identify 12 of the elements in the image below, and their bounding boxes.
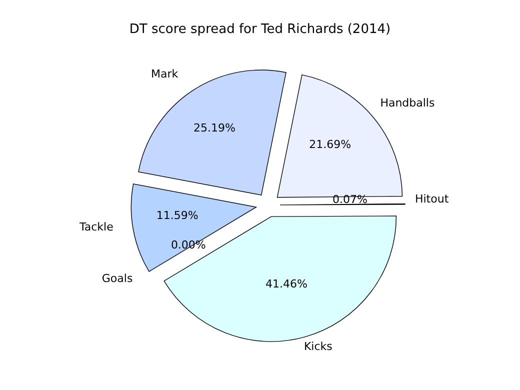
data-label: 11.59% (156, 208, 198, 222)
category-label: Goals (102, 272, 133, 285)
slice-label: Kicks (304, 340, 333, 353)
chart-title: DT score spread for Ted Richards (2014) (128, 22, 392, 37)
slice-label: Handballs (380, 96, 436, 110)
slice-label: Mark (151, 67, 179, 80)
data-label: 0.07% (332, 192, 368, 206)
data-label: 41.46% (265, 277, 308, 290)
data-label: 21.69% (309, 138, 352, 152)
slice-label: Tackle (78, 220, 114, 234)
slice-label: Hitout (414, 192, 450, 206)
data-label: 25.19% (193, 121, 236, 134)
